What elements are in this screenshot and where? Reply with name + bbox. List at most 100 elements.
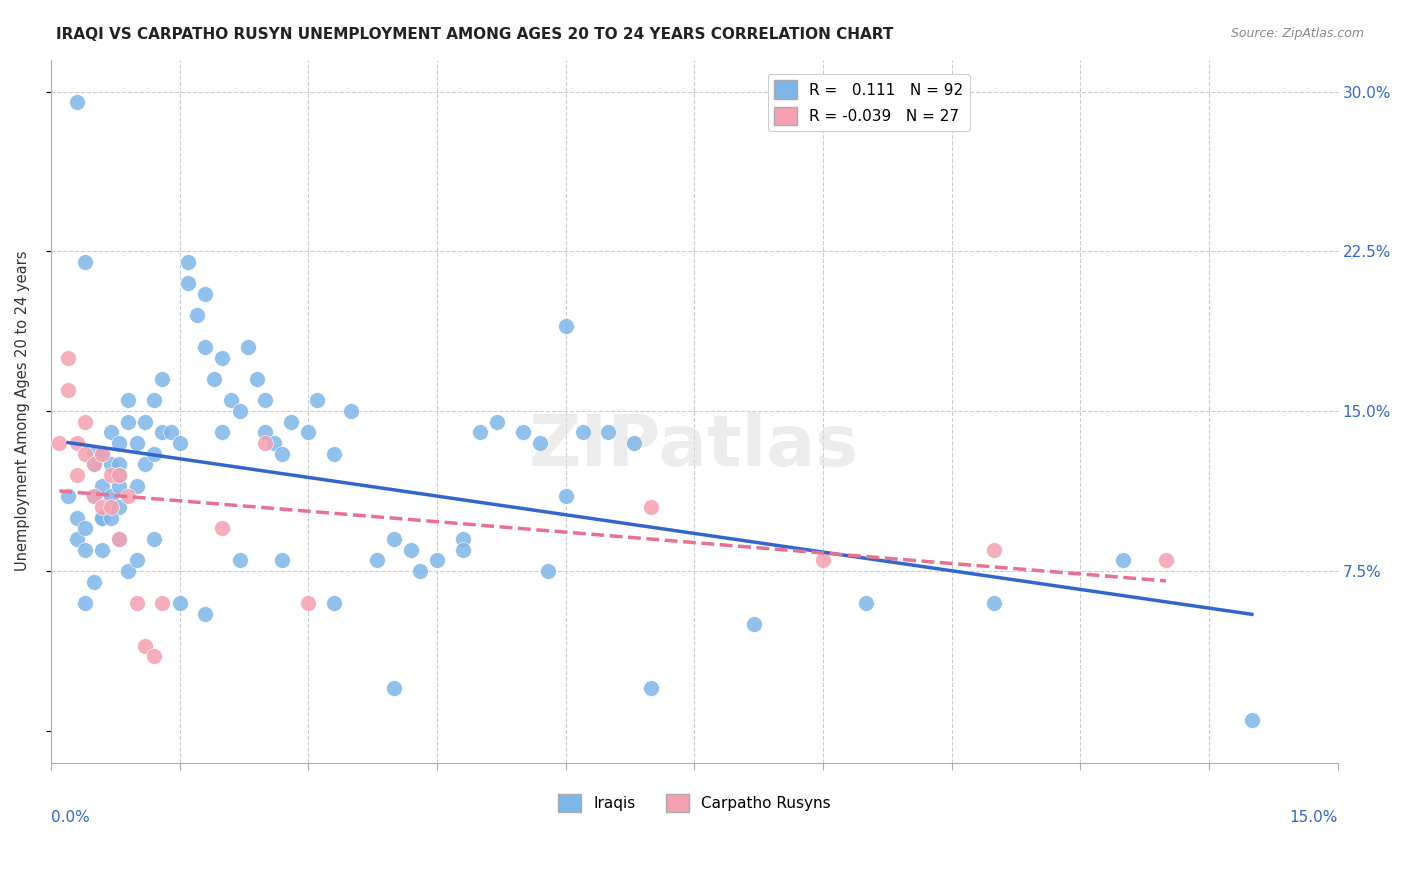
Point xyxy=(169,436,191,450)
Point xyxy=(83,489,105,503)
Point xyxy=(75,255,97,269)
Point xyxy=(468,425,491,440)
Point xyxy=(75,521,97,535)
Point xyxy=(108,479,131,493)
Point xyxy=(211,425,233,440)
Point xyxy=(194,287,217,301)
Point xyxy=(83,458,105,472)
Point xyxy=(100,458,122,472)
Point xyxy=(134,415,156,429)
Point xyxy=(108,500,131,514)
Point xyxy=(134,639,156,653)
Point xyxy=(554,318,576,333)
Point xyxy=(75,447,97,461)
Text: ZIPatlas: ZIPatlas xyxy=(529,412,859,481)
Point xyxy=(108,468,131,483)
Point xyxy=(623,436,645,450)
Point xyxy=(108,436,131,450)
Point xyxy=(125,436,148,450)
Point xyxy=(100,468,122,483)
Point xyxy=(211,351,233,365)
Point xyxy=(271,553,294,567)
Point xyxy=(855,596,877,610)
Point xyxy=(305,393,328,408)
Point xyxy=(142,649,165,664)
Point xyxy=(75,542,97,557)
Point xyxy=(142,447,165,461)
Point xyxy=(65,468,87,483)
Point xyxy=(125,553,148,567)
Point xyxy=(228,553,250,567)
Point xyxy=(598,425,620,440)
Point xyxy=(117,393,139,408)
Point xyxy=(65,532,87,546)
Point xyxy=(211,521,233,535)
Point xyxy=(142,532,165,546)
Point xyxy=(75,596,97,610)
Point xyxy=(56,383,79,397)
Point xyxy=(512,425,534,440)
Point xyxy=(554,489,576,503)
Point xyxy=(134,458,156,472)
Point xyxy=(983,542,1005,557)
Point xyxy=(83,458,105,472)
Point xyxy=(297,425,319,440)
Point xyxy=(100,489,122,503)
Point xyxy=(100,500,122,514)
Point xyxy=(297,596,319,610)
Point xyxy=(254,425,277,440)
Point xyxy=(194,340,217,354)
Point xyxy=(91,510,114,524)
Point xyxy=(323,596,346,610)
Point xyxy=(485,415,508,429)
Point xyxy=(571,425,593,440)
Point xyxy=(246,372,269,386)
Point xyxy=(108,532,131,546)
Point xyxy=(125,596,148,610)
Point xyxy=(91,447,114,461)
Point xyxy=(280,415,302,429)
Point xyxy=(426,553,449,567)
Point xyxy=(100,510,122,524)
Point xyxy=(91,542,114,557)
Point xyxy=(254,436,277,450)
Point xyxy=(83,489,105,503)
Point xyxy=(640,500,662,514)
Point xyxy=(186,308,208,322)
Point xyxy=(177,277,200,291)
Point xyxy=(409,564,432,578)
Point xyxy=(399,542,422,557)
Text: 0.0%: 0.0% xyxy=(51,810,90,824)
Point xyxy=(91,500,114,514)
Point xyxy=(382,532,405,546)
Point xyxy=(108,468,131,483)
Point xyxy=(194,607,217,621)
Point xyxy=(366,553,388,567)
Point xyxy=(537,564,560,578)
Point xyxy=(202,372,225,386)
Point xyxy=(48,436,70,450)
Point xyxy=(640,681,662,695)
Point xyxy=(451,532,474,546)
Point xyxy=(236,340,259,354)
Point xyxy=(117,415,139,429)
Point xyxy=(150,372,173,386)
Point xyxy=(451,542,474,557)
Point xyxy=(65,95,87,110)
Point xyxy=(100,425,122,440)
Point xyxy=(177,255,200,269)
Text: 15.0%: 15.0% xyxy=(1289,810,1337,824)
Point xyxy=(742,617,765,632)
Point xyxy=(91,479,114,493)
Point xyxy=(1240,713,1263,727)
Point xyxy=(340,404,363,418)
Point xyxy=(160,425,183,440)
Point xyxy=(150,425,173,440)
Point xyxy=(254,393,277,408)
Point xyxy=(108,532,131,546)
Point xyxy=(323,447,346,461)
Y-axis label: Unemployment Among Ages 20 to 24 years: Unemployment Among Ages 20 to 24 years xyxy=(15,251,30,572)
Point xyxy=(125,479,148,493)
Point xyxy=(382,681,405,695)
Point xyxy=(91,447,114,461)
